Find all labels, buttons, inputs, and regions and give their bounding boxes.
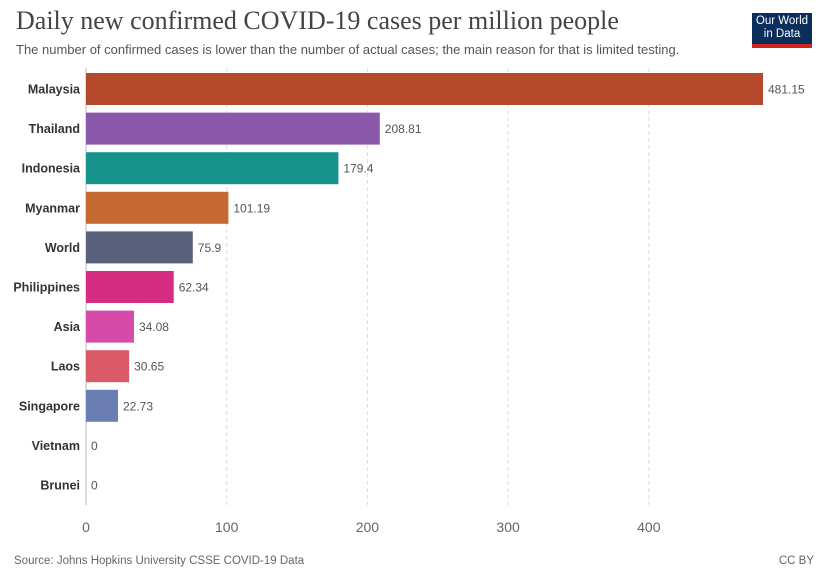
- category-label: Brunei: [40, 479, 80, 493]
- bar-asia: [86, 310, 134, 343]
- value-label: 0: [91, 439, 98, 453]
- category-label: Singapore: [19, 399, 80, 413]
- category-label: Asia: [54, 320, 81, 334]
- value-label: 22.73: [123, 399, 153, 413]
- x-tick-label: 400: [637, 519, 661, 535]
- value-label: 34.08: [139, 320, 169, 334]
- category-label: World: [45, 241, 80, 255]
- category-label: Thailand: [29, 122, 80, 136]
- category-label: Indonesia: [22, 162, 81, 176]
- value-label: 481.15: [768, 83, 805, 97]
- value-label: 0: [91, 479, 98, 493]
- x-tick-label: 300: [496, 519, 520, 535]
- bar-myanmar: [86, 191, 229, 224]
- value-label: 75.9: [198, 241, 222, 255]
- x-tick-label: 0: [82, 519, 90, 535]
- bar-world: [86, 231, 193, 264]
- bar-thailand: [86, 112, 380, 145]
- source-note[interactable]: Source: Johns Hopkins University CSSE CO…: [14, 555, 305, 567]
- x-tick-label: 200: [356, 519, 380, 535]
- category-label: Myanmar: [25, 201, 80, 215]
- value-label: 179.4: [343, 162, 373, 176]
- category-label: Philippines: [13, 281, 80, 295]
- license-link[interactable]: CC BY: [778, 555, 814, 567]
- chart-subtitle: The number of confirmed cases is lower t…: [16, 42, 680, 57]
- category-label: Vietnam: [32, 439, 80, 453]
- logo-line-2: in Data: [763, 28, 801, 40]
- bar-philippines: [86, 271, 174, 303]
- owid-logo[interactable]: Our World in Data: [752, 13, 812, 46]
- value-label: 62.34: [179, 281, 209, 295]
- value-label: 101.19: [233, 201, 270, 215]
- value-label: 30.65: [134, 360, 164, 374]
- bar-indonesia: [86, 152, 339, 185]
- chart-title: Daily new confirmed COVID-19 cases per m…: [16, 6, 619, 35]
- logo-accent-bar: [752, 44, 812, 48]
- category-label: Laos: [51, 360, 80, 374]
- logo-line-1: Our World: [755, 15, 809, 27]
- x-tick-label: 100: [215, 519, 239, 535]
- bar-singapore: [86, 389, 118, 422]
- category-label: Malaysia: [28, 83, 81, 97]
- bar-laos: [86, 350, 130, 383]
- value-label: 208.81: [385, 122, 422, 136]
- bar-malaysia: [86, 73, 763, 105]
